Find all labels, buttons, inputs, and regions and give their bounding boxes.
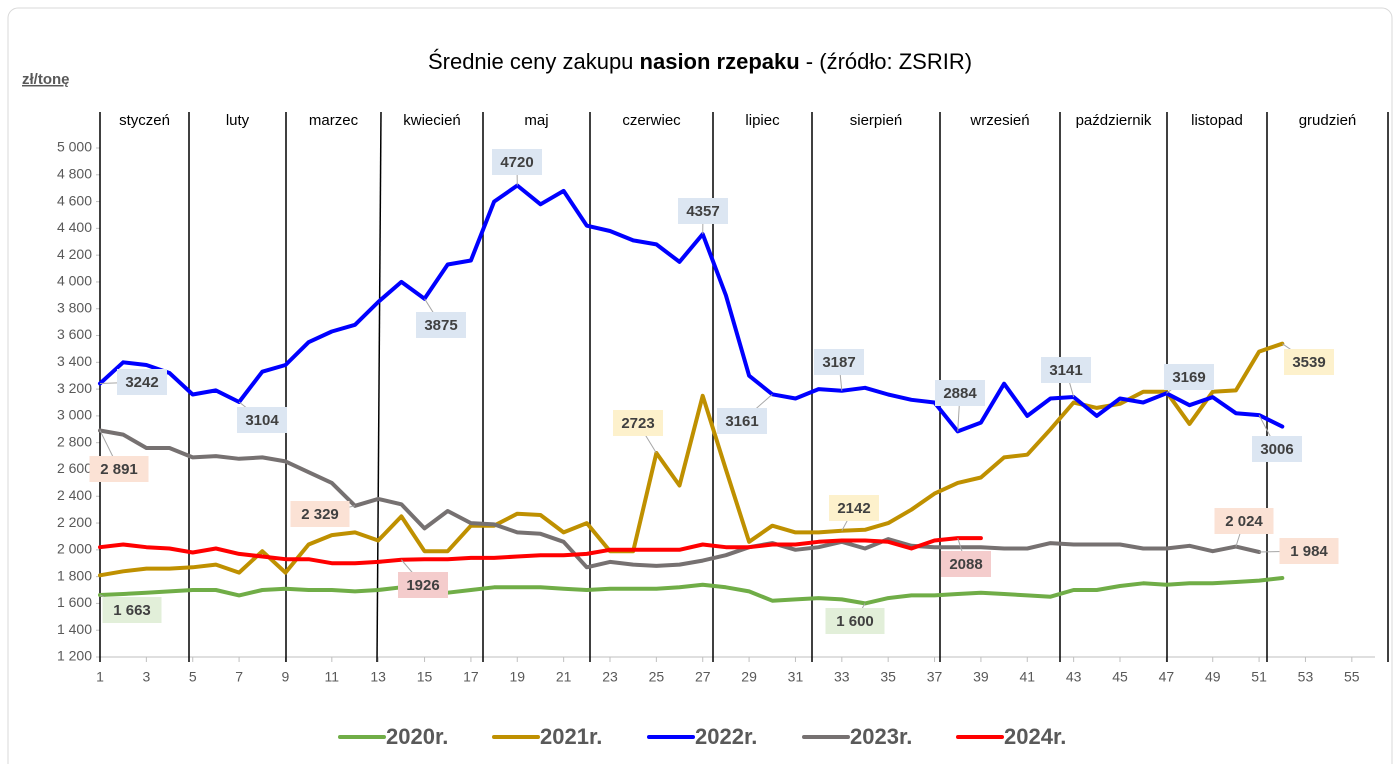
month-label: lipiec bbox=[745, 112, 780, 129]
month-label: sierpień bbox=[850, 112, 903, 129]
x-tick-label: 7 bbox=[235, 669, 243, 685]
x-tick-label: 47 bbox=[1159, 669, 1175, 685]
annotation-label: 1926 bbox=[406, 577, 439, 594]
x-tick-label: 9 bbox=[282, 669, 290, 685]
annotation-label: 3242 bbox=[125, 374, 158, 391]
x-tick-label: 27 bbox=[695, 669, 711, 685]
y-tick-label: 4 800 bbox=[57, 165, 92, 181]
annotation-label: 3161 bbox=[725, 413, 758, 430]
x-tick-label: 39 bbox=[973, 669, 989, 685]
annotation-label: 3006 bbox=[1260, 441, 1293, 458]
y-tick-label: 3 800 bbox=[57, 299, 92, 315]
month-label: luty bbox=[226, 112, 250, 129]
legend-label: 2022r. bbox=[695, 724, 757, 749]
x-tick-label: 13 bbox=[370, 669, 386, 685]
annotation-label: 1 600 bbox=[836, 613, 874, 630]
chart-title: Średnie ceny zakupu nasion rzepaku - (źr… bbox=[428, 49, 972, 74]
annotation-label: 3187 bbox=[822, 354, 855, 371]
y-tick-label: 1 400 bbox=[57, 621, 92, 637]
month-label: październik bbox=[1076, 112, 1152, 129]
y-tick-label: 2 400 bbox=[57, 487, 92, 503]
title-end: - (źródło: ZSRIR) bbox=[800, 49, 972, 74]
y-tick-label: 2 600 bbox=[57, 460, 92, 476]
month-label: kwiecień bbox=[403, 112, 461, 129]
month-label: wrzesień bbox=[969, 112, 1029, 129]
annotation-label: 1 663 bbox=[113, 602, 151, 619]
y-axis-label: zł/tonę bbox=[22, 71, 70, 88]
y-tick-label: 4 400 bbox=[57, 219, 92, 235]
annotation-label: 3875 bbox=[424, 317, 457, 334]
annotation-label: 2884 bbox=[943, 385, 977, 402]
month-label: maj bbox=[524, 112, 548, 129]
x-tick-label: 35 bbox=[880, 669, 896, 685]
annotation-label: 2 891 bbox=[100, 461, 138, 478]
x-tick-label: 19 bbox=[509, 669, 525, 685]
month-label: marzec bbox=[309, 112, 359, 129]
legend-label: 2021r. bbox=[540, 724, 602, 749]
y-tick-label: 3 600 bbox=[57, 326, 92, 342]
annotation-label: 4720 bbox=[500, 154, 533, 171]
y-tick-label: 3 400 bbox=[57, 353, 92, 369]
legend-label: 2023r. bbox=[850, 724, 912, 749]
y-tick-label: 1 200 bbox=[57, 648, 92, 664]
x-tick-label: 3 bbox=[142, 669, 150, 685]
x-tick-label: 33 bbox=[834, 669, 850, 685]
annotation-label: 3141 bbox=[1049, 362, 1082, 379]
y-tick-label: 2 200 bbox=[57, 514, 92, 530]
y-tick-label: 1 800 bbox=[57, 567, 92, 583]
x-tick-label: 53 bbox=[1298, 669, 1314, 685]
y-tick-label: 1 600 bbox=[57, 594, 92, 610]
annotation-label: 1 984 bbox=[1290, 543, 1328, 560]
x-tick-label: 15 bbox=[417, 669, 433, 685]
annotation-label: 2723 bbox=[621, 415, 654, 432]
y-tick-label: 3 200 bbox=[57, 380, 92, 396]
x-tick-label: 55 bbox=[1344, 669, 1360, 685]
x-tick-label: 25 bbox=[649, 669, 665, 685]
x-tick-label: 21 bbox=[556, 669, 572, 685]
x-tick-label: 49 bbox=[1205, 669, 1221, 685]
x-tick-label: 41 bbox=[1019, 669, 1035, 685]
x-tick-label: 45 bbox=[1112, 669, 1128, 685]
month-label: grudzień bbox=[1299, 112, 1357, 129]
x-tick-label: 31 bbox=[788, 669, 804, 685]
y-tick-label: 4 200 bbox=[57, 246, 92, 262]
annotation-label: 4357 bbox=[686, 203, 719, 220]
annotation-label: 3104 bbox=[245, 412, 279, 429]
y-tick-label: 5 000 bbox=[57, 139, 92, 155]
x-tick-label: 29 bbox=[741, 669, 757, 685]
x-tick-label: 43 bbox=[1066, 669, 1082, 685]
x-tick-label: 1 bbox=[96, 669, 104, 685]
annotation-label: 2088 bbox=[949, 556, 982, 573]
y-tick-label: 4 000 bbox=[57, 273, 92, 289]
month-label: czerwiec bbox=[622, 112, 681, 129]
annotation-label: 2142 bbox=[837, 500, 870, 517]
y-tick-label: 2 800 bbox=[57, 433, 92, 449]
x-tick-label: 5 bbox=[189, 669, 197, 685]
x-tick-label: 11 bbox=[325, 669, 340, 685]
annotation-label: 3169 bbox=[1172, 369, 1205, 386]
title-start: Średnie ceny zakupu bbox=[428, 49, 640, 74]
annotation-label: 2 329 bbox=[301, 506, 339, 523]
x-tick-label: 17 bbox=[463, 669, 479, 685]
y-tick-label: 2 000 bbox=[57, 541, 92, 557]
x-tick-label: 37 bbox=[927, 669, 943, 685]
title-bold: nasion rzepaku bbox=[640, 49, 800, 74]
legend-label: 2024r. bbox=[1004, 724, 1066, 749]
annotation-label: 2 024 bbox=[1225, 513, 1263, 530]
y-tick-label: 4 600 bbox=[57, 192, 92, 208]
annotation-label: 3539 bbox=[1292, 354, 1325, 371]
x-tick-label: 51 bbox=[1251, 669, 1267, 685]
month-label: listopad bbox=[1191, 112, 1243, 129]
month-label: styczeń bbox=[119, 112, 170, 129]
legend-label: 2020r. bbox=[386, 724, 448, 749]
y-tick-label: 3 000 bbox=[57, 407, 92, 423]
x-tick-label: 23 bbox=[602, 669, 618, 685]
